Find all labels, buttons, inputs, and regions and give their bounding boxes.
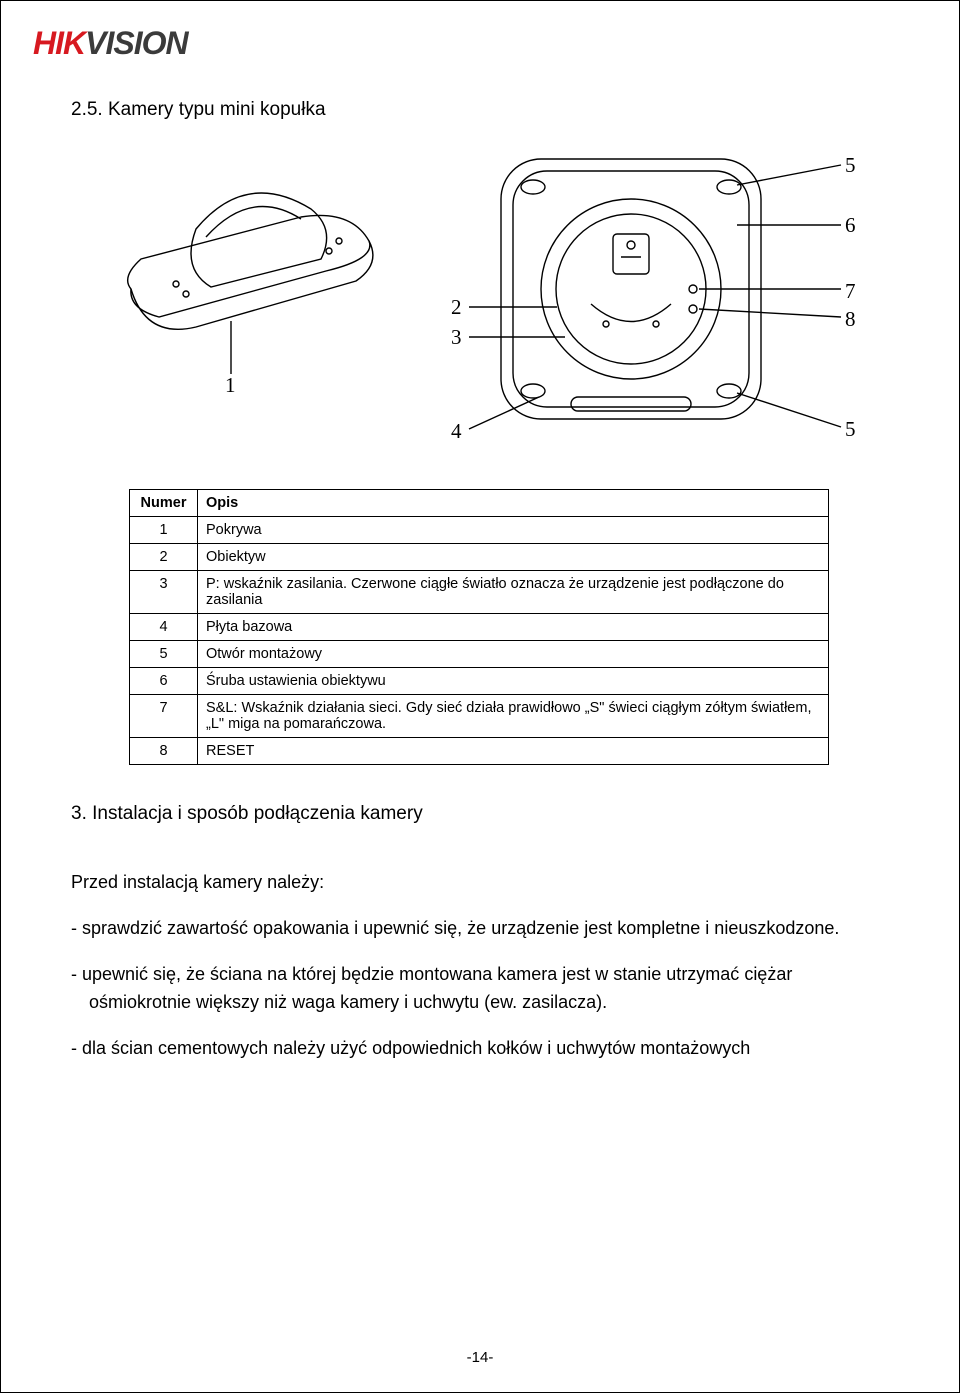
cell-desc: Pokrywa bbox=[198, 517, 829, 544]
callout-1: 1 bbox=[225, 373, 236, 398]
callout-8: 8 bbox=[845, 307, 856, 332]
cell-num: 2 bbox=[130, 544, 198, 571]
table-row: 5 Otwór montażowy bbox=[130, 641, 829, 668]
camera-iso-icon bbox=[101, 159, 401, 389]
figure-right: 2 3 4 5 6 7 8 5 bbox=[431, 139, 861, 469]
callout-4: 4 bbox=[451, 419, 462, 444]
callout-3: 3 bbox=[451, 325, 462, 350]
bullet-3: - dla ścian cementowych należy użyć odpo… bbox=[71, 1035, 889, 1063]
th-opis: Opis bbox=[198, 490, 829, 517]
callout-7: 7 bbox=[845, 279, 856, 304]
table-row: 1 Pokrywa bbox=[130, 517, 829, 544]
cell-desc: Śruba ustawienia obiektywu bbox=[198, 668, 829, 695]
figure-left: 1 bbox=[101, 159, 401, 389]
table-header-row: Numer Opis bbox=[130, 490, 829, 517]
cell-desc: S&L: Wskaźnik działania sieci. Gdy sieć … bbox=[198, 695, 829, 738]
logo-part-vision: VISION bbox=[85, 25, 187, 61]
table-row: 6 Śruba ustawienia obiektywu bbox=[130, 668, 829, 695]
figure-area: 1 bbox=[71, 139, 889, 479]
table-row: 2 Obiektyw bbox=[130, 544, 829, 571]
table-row: 4 Płyta bazowa bbox=[130, 614, 829, 641]
cell-desc: Obiektyw bbox=[198, 544, 829, 571]
page: HIKVISION 2.5. Kamery typu mini kopułka bbox=[0, 0, 960, 1393]
section-title: 2.5. Kamery typu mini kopułka bbox=[71, 99, 889, 121]
callout-5a: 5 bbox=[845, 153, 856, 178]
cell-desc: RESET bbox=[198, 738, 829, 765]
camera-top-icon bbox=[431, 139, 861, 469]
parts-table: Numer Opis 1 Pokrywa 2 Obiektyw 3 P: wsk… bbox=[129, 489, 829, 765]
bullet-2: - upewnić się, że ściana na której będzi… bbox=[71, 961, 889, 1017]
table-row: 8 RESET bbox=[130, 738, 829, 765]
page-number: -14- bbox=[1, 1349, 959, 1366]
cell-desc: Płyta bazowa bbox=[198, 614, 829, 641]
callout-2: 2 bbox=[451, 295, 462, 320]
parts-table-wrap: Numer Opis 1 Pokrywa 2 Obiektyw 3 P: wsk… bbox=[129, 489, 829, 765]
table-row: 3 P: wskaźnik zasilania. Czerwone ciągłe… bbox=[130, 571, 829, 614]
callout-5b: 5 bbox=[845, 417, 856, 442]
cell-num: 6 bbox=[130, 668, 198, 695]
logo-part-hik: HIK bbox=[33, 25, 85, 61]
brand-logo: HIKVISION bbox=[33, 25, 188, 62]
table-row: 7 S&L: Wskaźnik działania sieci. Gdy sie… bbox=[130, 695, 829, 738]
cell-num: 4 bbox=[130, 614, 198, 641]
cell-num: 5 bbox=[130, 641, 198, 668]
cell-desc: P: wskaźnik zasilania. Czerwone ciągłe ś… bbox=[198, 571, 829, 614]
install-heading: 3. Instalacja i sposób podłączenia kamer… bbox=[71, 803, 889, 825]
cell-num: 8 bbox=[130, 738, 198, 765]
cell-num: 7 bbox=[130, 695, 198, 738]
callout-6: 6 bbox=[845, 213, 856, 238]
th-numer: Numer bbox=[130, 490, 198, 517]
cell-num: 1 bbox=[130, 517, 198, 544]
cell-num: 3 bbox=[130, 571, 198, 614]
cell-desc: Otwór montażowy bbox=[198, 641, 829, 668]
bullet-1: - sprawdzić zawartość opakowania i upewn… bbox=[71, 915, 889, 943]
intro-paragraph: Przed instalacją kamery należy: bbox=[71, 869, 889, 897]
